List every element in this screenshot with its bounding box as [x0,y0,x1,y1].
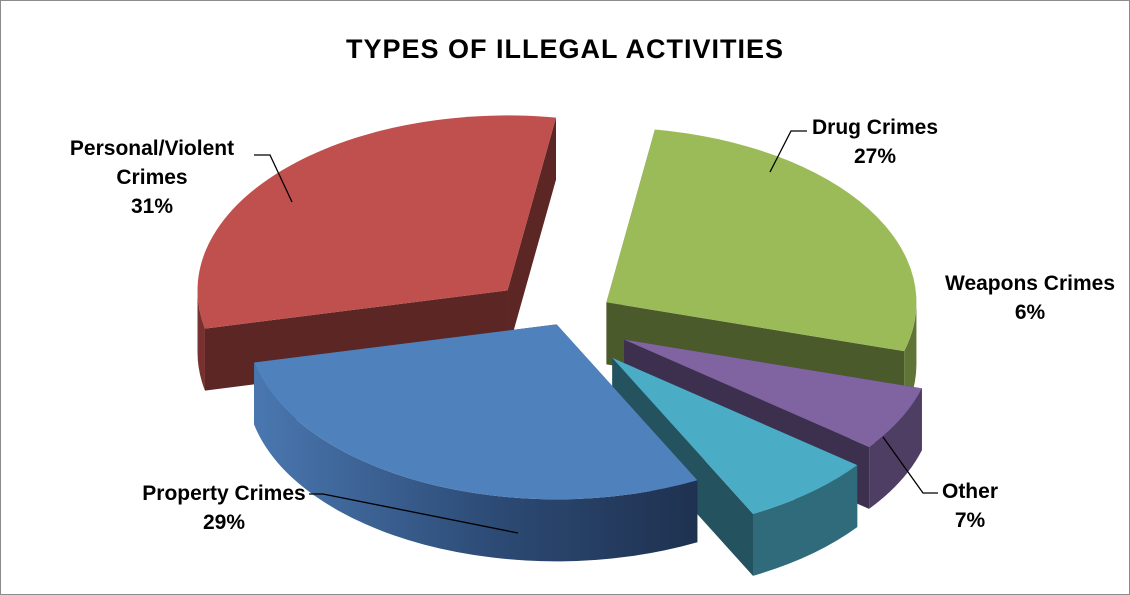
slice-side [869,388,922,509]
slice-top [254,324,698,500]
leader-line [254,154,293,203]
pie-slice-property-crimes [254,324,698,562]
leader-line [769,130,807,173]
pie-slice-other [612,357,858,576]
data-label-weapons-crimes: Weapons Crimes 6% [945,272,1115,324]
data-label-drug-crimes: Drug Crimes 27% [812,116,938,168]
slice-top [612,357,858,514]
chart-title: TYPES OF ILLEGAL ACTIVITIES [345,34,785,64]
data-label-property-crimes: Property Crimes 29% [142,482,305,534]
data-label-personal-violent-crimes: Personal/Violent Crimes 31% [70,137,234,218]
slice-side [904,302,917,414]
slice-top [197,115,557,329]
leader-line [882,436,938,494]
data-label-other: Other 7% [942,480,998,532]
slice-top [606,129,917,352]
leader-line [309,493,519,534]
slice-wall [507,117,557,353]
slice-top [624,339,922,447]
slice-side [254,362,698,562]
slice-side [753,465,858,576]
slice-side [197,290,205,391]
